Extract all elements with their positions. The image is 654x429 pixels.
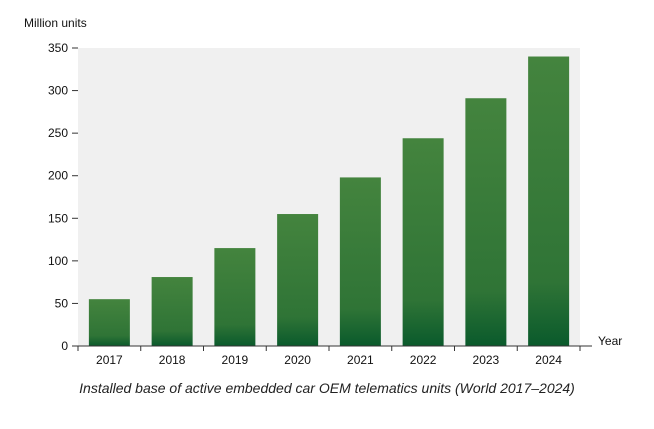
bar-series	[88, 56, 570, 347]
x-tick-label: 2022	[410, 353, 437, 367]
bar-2020	[277, 214, 319, 346]
y-tick-label: 150	[48, 211, 68, 225]
y-tick-label: 350	[48, 41, 68, 55]
y-axis-title: Million units	[24, 16, 87, 30]
chart-caption: Installed base of active embedded car OE…	[79, 380, 575, 396]
bar-2024	[528, 56, 570, 347]
x-tick-label: 2021	[347, 353, 374, 367]
x-tick-label: 2023	[473, 353, 500, 367]
y-tick-label: 300	[48, 84, 68, 98]
bar-2018	[151, 277, 193, 346]
x-tick-label: 2020	[284, 353, 311, 367]
x-axis-title: Year	[598, 334, 622, 348]
x-tick-label: 2019	[222, 353, 249, 367]
y-tick-label: 50	[55, 296, 69, 310]
bar-2022	[402, 138, 444, 346]
x-axis: 2017 2018 2019 2020 2021 2022 2023 2024	[77, 346, 581, 367]
bar-2017	[88, 299, 130, 346]
y-tick-label: 250	[48, 126, 68, 140]
y-tick-label: 100	[48, 254, 68, 268]
x-tick-label: 2018	[159, 353, 186, 367]
x-tick-label: 2017	[96, 353, 123, 367]
y-axis: 0 50 100 150 200 250 300 350	[48, 41, 78, 353]
y-tick-label: 0	[61, 339, 68, 353]
bar-2023	[465, 98, 507, 346]
x-tick-label: 2024	[535, 353, 562, 367]
bar-2021	[339, 177, 381, 346]
bar-2019	[214, 248, 256, 346]
y-tick-label: 200	[48, 169, 68, 183]
